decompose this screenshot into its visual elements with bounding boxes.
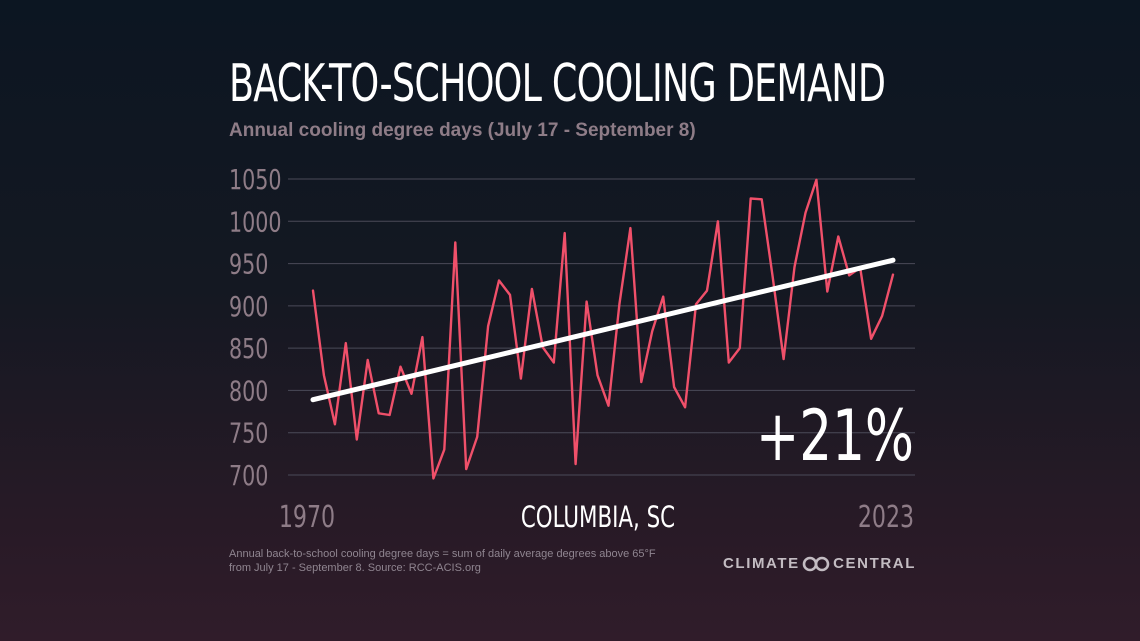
brand-name-left: CLIMATE [723,555,800,572]
y-axis-tick-labels: 700 750 800 850 900 950 1000 1050 [229,164,282,493]
x-axis-end-label: 2023 [858,501,914,535]
footnote: Annual back-to-school cooling degree day… [229,548,656,574]
x-axis-start-label: 1970 [279,501,335,535]
percent-change-label: +21% [756,397,914,478]
y-tick-label-1050: 1050 [229,164,282,197]
y-tick-label-1000: 1000 [229,206,282,239]
climate-central-logo: CLIMATE CENTRAL [723,555,916,572]
brand-name-right: CENTRAL [833,555,916,572]
chart-title: BACK-TO-SCHOOL COOLING DEMAND [229,54,886,114]
chart-subtitle: Annual cooling degree days (July 17 - Se… [229,120,696,141]
y-tick-label-950: 950 [229,248,268,281]
gridlines [288,178,915,476]
location-label: COLUMBIA, SC [521,501,675,535]
y-tick-label-700: 700 [229,460,268,493]
y-tick-label-750: 750 [229,418,268,451]
y-tick-label-800: 800 [229,375,268,408]
y-tick-label-900: 900 [229,291,268,324]
interlocking-rings-icon [803,556,830,571]
trend-line [310,257,896,403]
y-tick-label-850: 850 [229,333,268,366]
cooling-degree-days-line [311,178,895,480]
